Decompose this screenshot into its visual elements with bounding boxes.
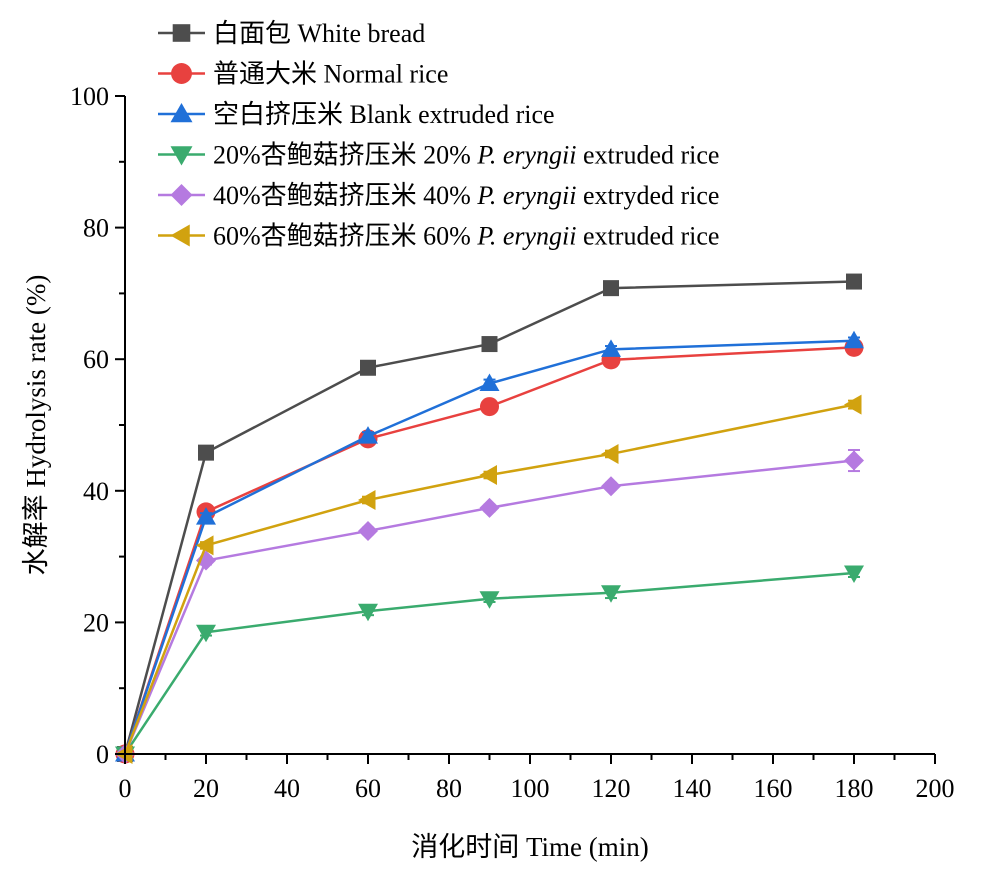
legend-label: 20%杏鲍菇挤压米 20% P. eryngii extruded rice	[213, 141, 719, 170]
data-point	[198, 444, 214, 461]
data-point	[479, 591, 500, 609]
legend-marker	[170, 146, 193, 166]
legend-label: 60%杏鲍菇挤压米 60% P. eryngii extruded rice	[213, 222, 719, 251]
series-line	[123, 403, 855, 755]
y-tick-label: 40	[83, 477, 109, 506]
data-point	[358, 603, 378, 622]
legend-label: 40%杏鲍菇挤压米 40% P. eryngii extryded rice	[213, 181, 719, 210]
x-axis-title: 消化时间 Time (min)	[411, 832, 649, 862]
data-point	[479, 373, 500, 392]
x-tick-label: 100	[511, 774, 550, 803]
legend-marker	[171, 63, 192, 84]
x-tick-label: 160	[754, 774, 793, 803]
data-point	[196, 507, 216, 525]
plot-area	[115, 273, 864, 764]
series-line	[123, 459, 855, 755]
legend-item: 40%杏鲍菇挤压米 40% P. eryngii extryded rice	[158, 181, 719, 210]
series-line	[123, 280, 855, 755]
legend-marker	[170, 184, 193, 206]
y-tick-label: 100	[70, 82, 109, 111]
y-axis-title: 水解率 Hydrolysis rate (%)	[21, 275, 51, 576]
legend-item: 60%杏鲍菇挤压米 60% P. eryngii extruded rice	[158, 222, 719, 251]
data-point	[844, 394, 862, 415]
x-tick-label: 180	[835, 774, 874, 803]
series-1	[117, 273, 862, 762]
data-point	[601, 443, 619, 464]
data-point	[601, 339, 621, 357]
data-point	[846, 273, 862, 290]
data-point	[358, 490, 376, 511]
legend: 白面包 White bread 普通大米 Normal rice 空白挤压米 Bla…	[158, 19, 719, 251]
legend-item: 白面包 White bread	[158, 19, 425, 48]
series-3	[115, 330, 864, 762]
legend-label: 空白挤压米 Blank extruded rice	[213, 100, 555, 129]
series-line	[123, 346, 855, 755]
series-line	[123, 339, 855, 755]
data-point	[603, 280, 619, 297]
x-tick-label: 20	[193, 774, 219, 803]
data-point	[358, 426, 378, 444]
legend-label: 普通大米 Normal rice	[213, 60, 448, 89]
x-tick-label: 60	[355, 774, 381, 803]
data-point	[479, 497, 500, 518]
data-point	[844, 450, 864, 471]
y-tick-label: 80	[83, 214, 109, 243]
series-2	[115, 337, 864, 764]
legend-item: 空白挤压米 Blank extruded rice	[158, 100, 555, 129]
data-point	[601, 585, 621, 603]
data-point	[196, 624, 216, 643]
y-tick-label: 0	[96, 740, 109, 769]
legend-marker	[170, 224, 190, 247]
y-tick-label: 20	[83, 608, 109, 637]
data-point	[479, 465, 497, 486]
legend-item: 20%杏鲍菇挤压米 20% P. eryngii extruded rice	[158, 141, 719, 170]
data-point	[358, 520, 378, 541]
series-6	[115, 394, 862, 764]
x-tick-label: 200	[916, 774, 955, 803]
x-tick-label: 120	[592, 774, 631, 803]
legend-marker	[170, 103, 193, 123]
data-point	[480, 397, 499, 417]
y-tick-label: 60	[83, 345, 109, 374]
x-tick-label: 0	[119, 774, 132, 803]
x-tick-label: 40	[274, 774, 300, 803]
x-tick-label: 80	[436, 774, 462, 803]
x-tick-label: 140	[673, 774, 712, 803]
data-point	[844, 330, 864, 349]
data-point	[196, 535, 214, 556]
legend-marker	[172, 24, 191, 42]
data-point	[360, 359, 376, 376]
legend-label: 白面包 White bread	[213, 19, 425, 48]
data-point	[844, 565, 864, 584]
x-axis: 0 20 40 60 80 100 120 140 160 180 200	[119, 753, 955, 803]
series-line	[123, 571, 855, 755]
data-point	[481, 336, 498, 353]
data-point	[601, 476, 621, 497]
series-4	[115, 565, 864, 764]
series-5	[115, 449, 864, 764]
y-axis: 0 20 40 60 80 100	[70, 82, 126, 769]
legend-item: 普通大米 Normal rice	[158, 60, 448, 89]
